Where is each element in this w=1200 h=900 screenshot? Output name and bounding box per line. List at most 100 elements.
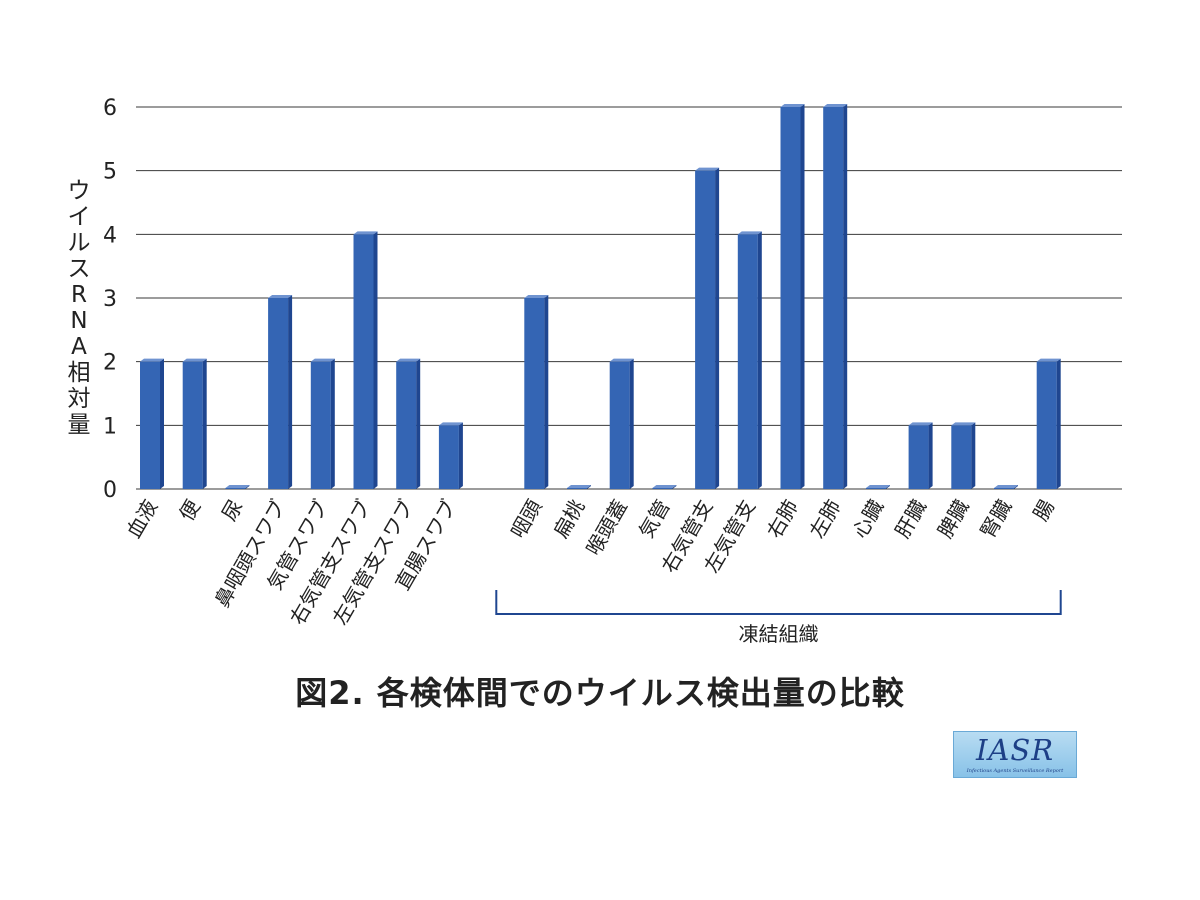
y-axis-label-char: 相 [67, 360, 91, 386]
iasr-logo: IASR Infectious Agents Surveillance Repo… [953, 731, 1077, 778]
bar-top [780, 104, 805, 107]
bar [524, 298, 545, 489]
bar-top [823, 104, 848, 107]
bar-side [330, 358, 335, 489]
y-axis-label-char: R [71, 282, 87, 308]
bar-top [737, 231, 762, 235]
bar-side [885, 485, 890, 489]
bar [652, 488, 673, 489]
y-tick-label: 2 [103, 351, 117, 376]
bar-top [865, 485, 890, 488]
bar-side [843, 104, 848, 489]
bar [567, 488, 587, 489]
bar-top [353, 231, 378, 235]
bar-side [800, 104, 805, 489]
x-tick-label: 左肺 [805, 496, 846, 543]
bar-side [416, 358, 421, 489]
bar [908, 425, 929, 489]
x-tick-label: 血液 [122, 496, 163, 543]
bar [225, 488, 246, 489]
bar-top [908, 422, 933, 426]
bar-top [225, 485, 250, 488]
bar-chart: 0123456血液便尿鼻咽頭スワブ気管スワブ右気管支スワブ左気管支スワブ直腸スワ… [103, 96, 1122, 646]
bar-top [951, 422, 976, 426]
x-tick-label: 腸 [1028, 496, 1059, 525]
bar-side [928, 422, 933, 489]
y-axis-label-char: 対 [67, 386, 91, 412]
bar-side [245, 485, 250, 489]
bar-top [268, 295, 293, 298]
y-axis-label-char: ウ [67, 178, 91, 204]
x-tick-label: 便 [174, 496, 205, 525]
bar [865, 488, 886, 489]
y-tick-label: 0 [103, 478, 117, 503]
bar [951, 425, 972, 489]
bar [182, 361, 203, 489]
bar-top [396, 358, 421, 362]
bar-side [544, 295, 549, 489]
bar-top [695, 167, 720, 171]
y-axis-label-char: ル [67, 230, 91, 256]
bar-side [672, 485, 677, 489]
bar [737, 234, 758, 489]
y-tick-label: 1 [103, 414, 117, 439]
bar-side [1014, 485, 1018, 489]
bar [780, 107, 801, 489]
bar-top [310, 358, 335, 362]
bar [695, 170, 716, 489]
y-tick-label: 4 [103, 223, 117, 248]
bar-side [715, 167, 720, 489]
x-tick-label: 脾臓 [933, 496, 974, 543]
bar-side [373, 231, 378, 490]
group-bracket-label: 凍結組織 [739, 622, 819, 646]
group-bracket [495, 590, 1062, 615]
bar [1036, 361, 1057, 489]
x-tick-label: 扁桃 [549, 496, 590, 543]
y-axis-label-char: イ [67, 204, 91, 230]
y-axis-label-char: N [70, 308, 88, 334]
bar [609, 361, 630, 489]
y-tick-label: 3 [103, 287, 117, 312]
x-tick-label: 尿 [217, 496, 248, 525]
bar-top [994, 485, 1018, 488]
x-tick-label: 咽頭 [506, 496, 547, 543]
y-axis-label-char: 量 [67, 412, 91, 438]
y-tick-label: 5 [103, 160, 117, 185]
bar [268, 298, 289, 489]
bar-side [202, 358, 207, 489]
bar-side [1056, 358, 1061, 489]
y-axis-label-char: A [71, 334, 87, 360]
bar-top [652, 485, 677, 488]
figure-caption: 図2. 各検体間でのウイルス検出量の比較 [295, 674, 905, 712]
bar-top [1036, 358, 1061, 362]
x-tick-label: 肝臓 [890, 496, 931, 543]
x-tick-label: 気管 [634, 496, 675, 543]
bar-side [288, 295, 293, 489]
x-tick-label: 右肺 [762, 496, 803, 543]
logo-subtitle: Infectious Agents Surveillance Report [966, 768, 1064, 774]
bar-side [160, 358, 164, 489]
bar-top [140, 358, 164, 362]
bar-side [587, 485, 591, 489]
bar [310, 361, 331, 489]
x-tick-label: 腎臓 [976, 496, 1017, 543]
bar-side [629, 358, 634, 489]
bar [140, 361, 160, 489]
bar [438, 425, 459, 489]
bar [994, 488, 1014, 489]
bar-top [524, 295, 549, 298]
bar-top [609, 358, 634, 362]
y-axis-label-char: ス [67, 256, 91, 282]
bar [396, 361, 417, 489]
bar [353, 234, 374, 489]
bar-top [567, 485, 591, 488]
bar-side [458, 422, 463, 489]
bar-side [971, 422, 976, 489]
bar-side [757, 231, 762, 490]
x-tick-label: 心臓 [847, 496, 888, 543]
bar-top [438, 422, 463, 426]
x-tick-label: 喉頭蓋 [581, 496, 632, 560]
bar-top [182, 358, 207, 362]
bar [823, 107, 844, 489]
